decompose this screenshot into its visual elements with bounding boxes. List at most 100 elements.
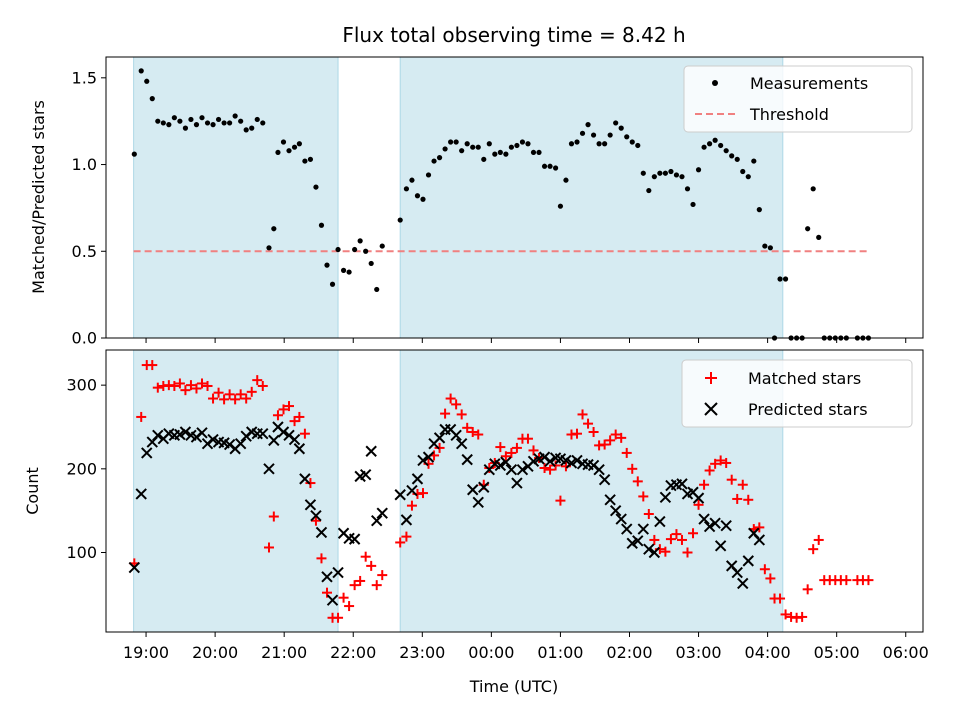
measurement-point [330, 282, 335, 287]
measurement-point [498, 150, 503, 155]
top-y-tick-label: 1.0 [72, 155, 97, 174]
measurement-point [531, 150, 536, 155]
measurement-point [297, 141, 302, 146]
measurement-point [380, 243, 385, 248]
top-y-axis-label: Matched/Predicted stars [29, 100, 48, 294]
measurement-point [777, 276, 782, 281]
measurement-point [374, 287, 379, 292]
measurement-point [619, 126, 624, 131]
measurement-point [448, 139, 453, 144]
observing-window-band [134, 350, 338, 632]
x-axis-label: Time (UTC) [469, 677, 558, 696]
x-tick-label: 05:00 [814, 643, 860, 662]
x-tick-label: 03:00 [675, 643, 721, 662]
top-y-tick-label: 0.5 [72, 242, 97, 261]
measurement-point [188, 117, 193, 122]
measurement-point [746, 174, 751, 179]
measurement-point [221, 120, 226, 125]
measurement-point [613, 120, 618, 125]
measurement-point [313, 184, 318, 189]
measurement-point [161, 120, 166, 125]
measurement-point [762, 243, 767, 248]
legend-matched-label: Matched stars [748, 369, 861, 388]
measurement-point [580, 131, 585, 136]
measurement-point [431, 158, 436, 163]
observing-window-band [134, 57, 338, 338]
measurement-point [657, 171, 662, 176]
measurement-point [707, 141, 712, 146]
measurement-point [735, 157, 740, 162]
top-legend: Measurements Threshold [684, 66, 912, 132]
x-tick-label: 04:00 [745, 643, 791, 662]
measurement-point [646, 188, 651, 193]
measurement-point [652, 174, 657, 179]
x-tick-label: 02:00 [606, 643, 652, 662]
measurement-point [481, 157, 486, 162]
measurement-point [150, 96, 155, 101]
measurement-point [398, 217, 403, 222]
measurement-point [465, 141, 470, 146]
measurement-point [597, 141, 602, 146]
measurement-point [266, 245, 271, 250]
measurement-point [155, 119, 160, 124]
x-tick-label: 20:00 [192, 643, 238, 662]
measurement-point [718, 143, 723, 148]
measurement-point [674, 172, 679, 177]
measurement-point [341, 268, 346, 273]
measurement-point [194, 122, 199, 127]
measurement-point [442, 146, 447, 151]
measurement-point [166, 122, 171, 127]
figure: Flux total observing time = 8.42 h 0.00.… [0, 0, 960, 720]
x-tick-label: 21:00 [261, 643, 307, 662]
measurement-point [503, 152, 508, 157]
measurement-point [476, 145, 481, 150]
measurement-point [685, 186, 690, 191]
measurement-point [275, 150, 280, 155]
legend-predicted-label: Predicted stars [748, 400, 868, 419]
measurement-point [768, 245, 773, 250]
measurement-point [509, 145, 514, 150]
measurement-point [514, 143, 519, 148]
measurement-point [563, 178, 568, 183]
x-tick-label: 22:00 [330, 643, 376, 662]
x-tick-label: 06:00 [883, 643, 929, 662]
measurement-point [260, 120, 265, 125]
measurement-point [144, 79, 149, 84]
legend-measurements-label: Measurements [750, 74, 868, 93]
measurement-point [701, 145, 706, 150]
measurement-point [238, 119, 243, 124]
measurement-point [420, 197, 425, 202]
measurement-point [624, 134, 629, 139]
measurement-point [352, 247, 357, 252]
x-tick-label: 01:00 [537, 643, 583, 662]
measurement-point [437, 155, 442, 160]
legend-measurements-marker [712, 80, 718, 86]
measurement-point [244, 127, 249, 132]
measurement-point [569, 141, 574, 146]
measurement-point [271, 226, 276, 231]
measurement-point [199, 115, 204, 120]
measurement-point [308, 157, 313, 162]
measurement-point [286, 148, 291, 153]
measurement-point [233, 113, 238, 118]
measurement-point [558, 204, 563, 209]
measurement-point [177, 119, 182, 124]
measurement-point [404, 186, 409, 191]
measurement-point [172, 115, 177, 120]
measurement-point [740, 169, 745, 174]
measurement-point [132, 152, 137, 157]
measurement-point [713, 138, 718, 143]
measurement-point [805, 226, 810, 231]
measurement-point [319, 223, 324, 228]
measurement-point [454, 139, 459, 144]
measurement-point [635, 143, 640, 148]
x-tick-label: 19:00 [123, 643, 169, 662]
measurement-point [139, 68, 144, 73]
measurement-point [602, 141, 607, 146]
measurement-point [679, 174, 684, 179]
measurement-point [751, 158, 756, 163]
measurement-point [249, 126, 254, 131]
measurement-point [346, 269, 351, 274]
measurement-point [487, 141, 492, 146]
measurement-point [525, 141, 530, 146]
